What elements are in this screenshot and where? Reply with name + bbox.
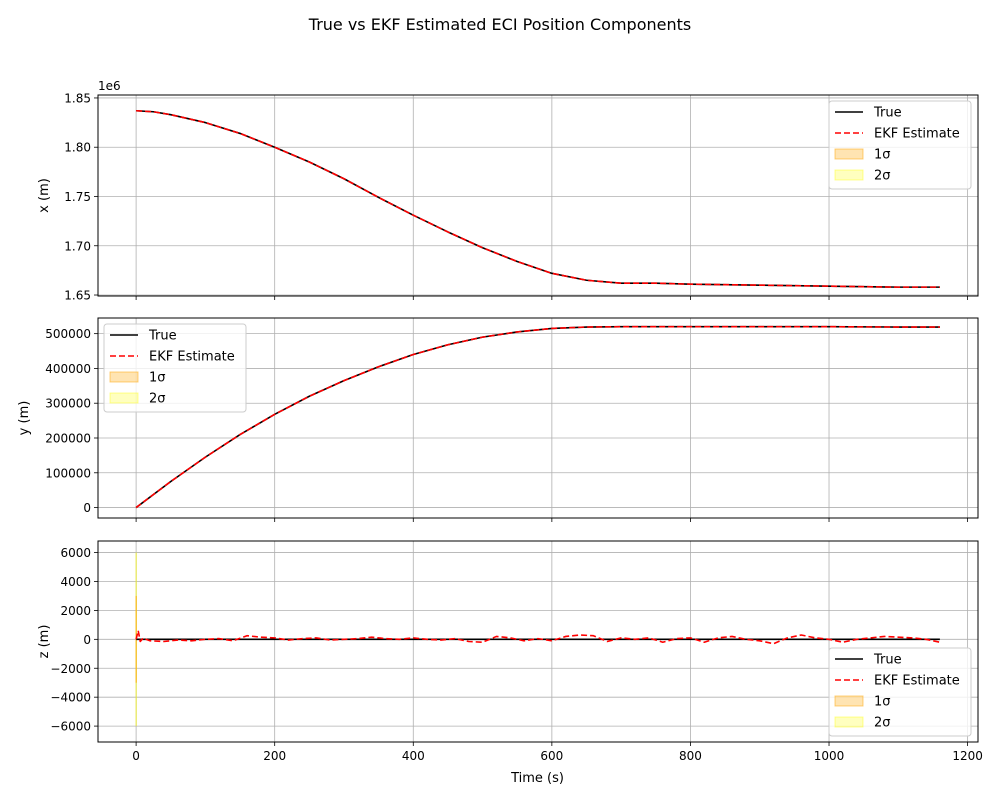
z-chart-ytick-label-4: 2000 — [60, 604, 91, 618]
x-chart-legend-handle-sigma2 — [834, 169, 864, 181]
x-chart-legend-frame — [828, 100, 972, 190]
x-chart-offset-label: 1e6 — [98, 79, 121, 93]
x-axis-label: Time (s) — [510, 771, 564, 786]
y-chart-legend-label-3: 2σ — [149, 392, 166, 407]
x-chart-legend-label-3: 2σ — [874, 169, 891, 184]
x-chart-frame — [97, 94, 979, 297]
z-chart-ytick-label-6: 6000 — [60, 546, 91, 560]
z-chart-series-ekf-estimate — [135, 629, 941, 645]
x-chart-ytick-label-4: 1.85 — [64, 91, 91, 105]
y-chart-ytick-label-4: 400000 — [45, 362, 91, 376]
z-chart-ytick-label-1: −4000 — [50, 691, 91, 705]
y-chart-ytick-label-3: 300000 — [45, 397, 91, 411]
z-chart-legend-handle-sigma1 — [834, 695, 864, 707]
y-chart-ytick-label-0: 0 — [83, 501, 91, 515]
z-chart-legend-label-1: EKF Estimate — [874, 674, 960, 689]
y-chart-series-true — [135, 325, 940, 509]
x-chart-ytick-label-3: 1.80 — [64, 141, 91, 155]
y-chart-legend-handle-sigma2 — [109, 392, 139, 404]
y-chart-legend-label-0: True — [148, 329, 177, 344]
x-chart-ytick-label-0: 1.65 — [64, 289, 91, 303]
y-chart-ytick-label-1: 100000 — [45, 466, 91, 480]
z-chart-xtick-label-400: 400 — [402, 749, 425, 763]
z-chart-legend: True EKF Estimate 1σ 2σ — [828, 647, 972, 737]
x-chart-legend: True EKF Estimate 1σ 2σ — [828, 100, 972, 190]
z-chart-legend-label-3: 2σ — [874, 716, 891, 731]
x-chart-legend-label-0: True — [873, 106, 902, 121]
x-chart-ytick-label-1: 1.70 — [64, 239, 91, 253]
y-chart-ytick-label-2: 200000 — [45, 432, 91, 446]
y-chart-legend-handle-sigma1 — [109, 371, 139, 383]
chart-y-position: 0 100000 200000 300000 400000 500000 y (m) True… — [17, 317, 979, 522]
z-chart-ytick-label-5: 4000 — [60, 575, 91, 589]
x-chart-series-ekf-estimate — [136, 109, 940, 288]
z-chart-legend-handle-sigma2 — [834, 716, 864, 728]
y-chart-legend-frame — [103, 323, 247, 413]
z-chart-ylabel: z (m) — [37, 625, 52, 659]
y-chart-ylabel: y (m) — [17, 401, 32, 436]
x-chart-series-true — [136, 109, 940, 288]
y-chart-series-ekf-estimate — [135, 325, 940, 509]
x-chart-ytick-label-2: 1.75 — [64, 190, 91, 204]
z-chart-ytick-label-3: 0 — [83, 633, 91, 647]
x-chart-legend-handle-sigma1 — [834, 148, 864, 160]
chart-z-position: 0 200 400 600 800 1000 1200 −6000 −4000 −2000 0 200… — [37, 540, 983, 763]
x-chart-legend-label-2: 1σ — [874, 148, 891, 163]
z-chart-legend-frame — [828, 647, 972, 737]
z-chart-frame — [97, 540, 979, 743]
y-chart-frame — [97, 317, 979, 519]
z-chart-xtick-label-1000: 1000 — [814, 749, 845, 763]
y-chart-legend-label-2: 1σ — [149, 371, 166, 386]
z-chart-xtick-label-1200: 1200 — [952, 749, 983, 763]
z-chart-xtick-label-600: 600 — [540, 749, 563, 763]
z-chart-legend-label-0: True — [873, 653, 902, 668]
z-chart-ytick-label-2: −2000 — [50, 662, 91, 676]
z-chart-xtick-label-200: 200 — [263, 749, 286, 763]
z-chart-legend-label-2: 1σ — [874, 695, 891, 710]
z-chart-xtick-label-0: 0 — [132, 749, 140, 763]
y-chart-legend: True EKF Estimate 1σ 2σ — [103, 323, 247, 413]
y-chart-ytick-label-5: 500000 — [45, 327, 91, 341]
figure-title: True vs EKF Estimated ECI Position Compo… — [308, 15, 691, 34]
x-chart-ylabel: x (m) — [37, 178, 52, 213]
z-chart-ytick-label-0: −6000 — [50, 720, 91, 734]
x-chart-legend-label-1: EKF Estimate — [874, 127, 960, 142]
chart-x-position: 1.65 1.70 1.75 1.80 1.85 1e6 x (m) True EKF Esti… — [37, 79, 979, 303]
y-chart-legend-label-1: EKF Estimate — [149, 350, 235, 365]
z-chart-xtick-label-800: 800 — [679, 749, 702, 763]
